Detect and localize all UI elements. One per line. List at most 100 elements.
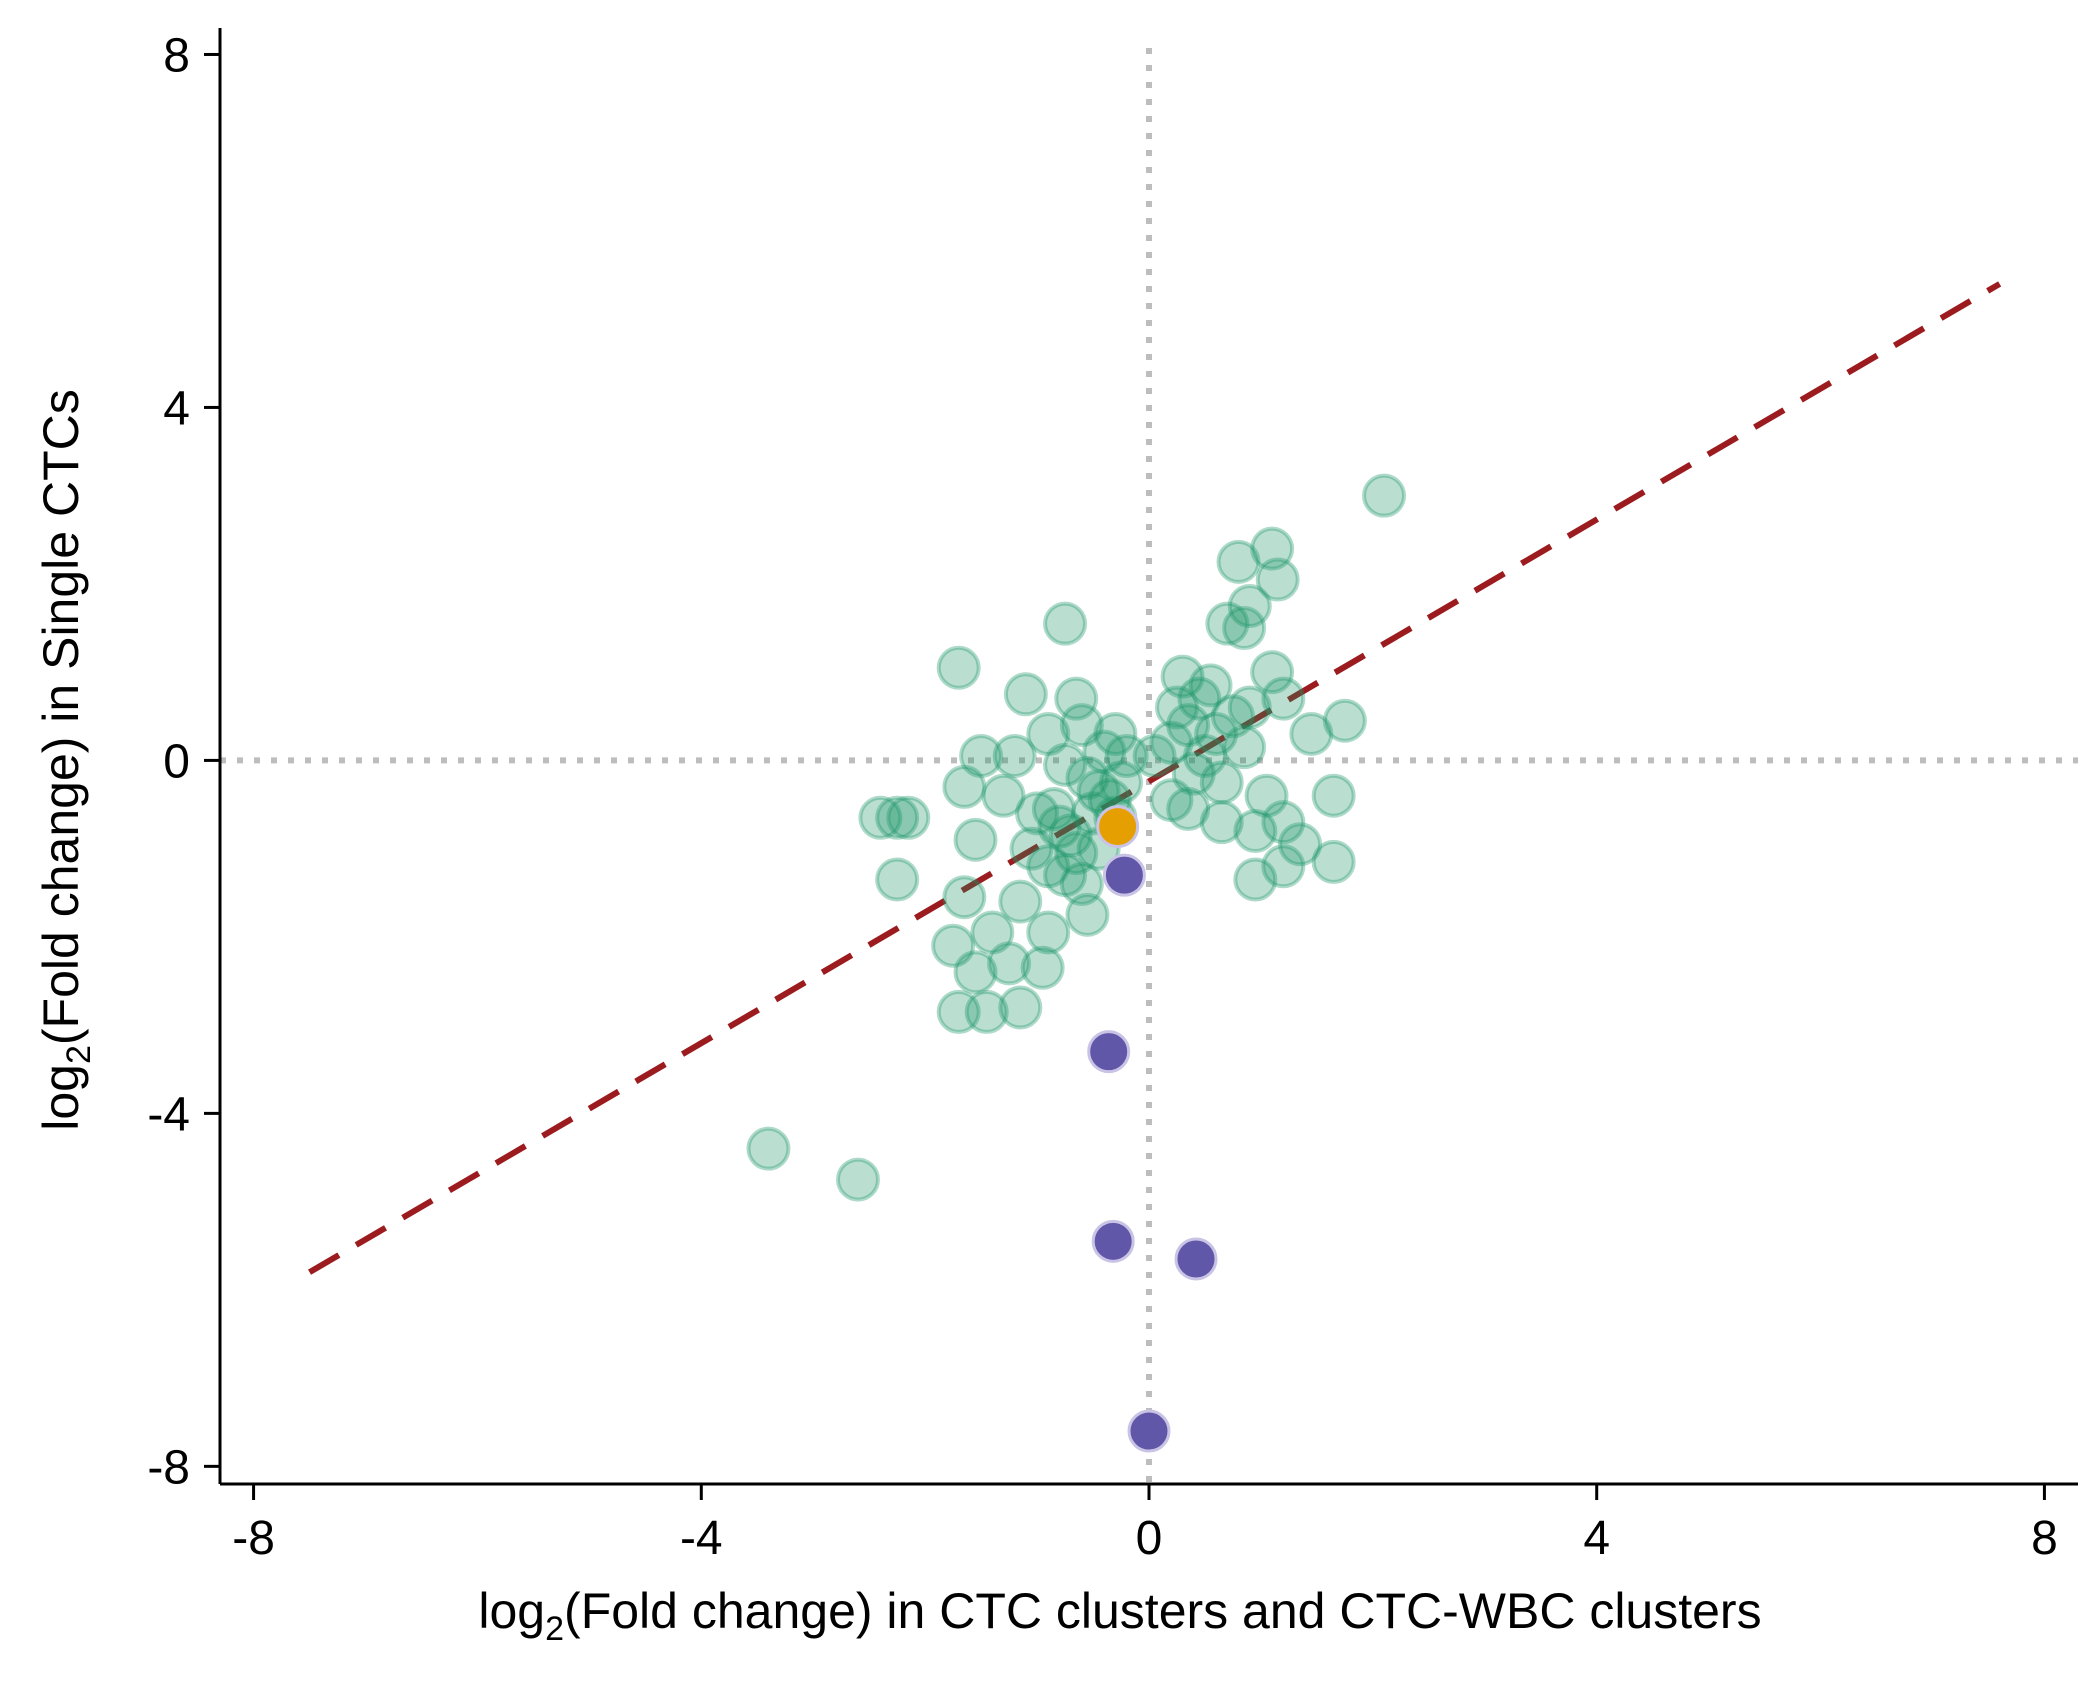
data-point-s0-76 <box>1154 685 1199 730</box>
data-point-s0-74 <box>1199 760 1244 805</box>
data-point-s0-40 <box>964 989 1009 1034</box>
data-point-s0-62 <box>1043 742 1088 787</box>
data-point-s0-12 <box>1250 650 1295 695</box>
data-point-s0-36 <box>987 941 1032 986</box>
data-point-s0-61 <box>1065 756 1110 801</box>
data-point-s0-53 <box>1166 786 1211 831</box>
data-point-s0-4 <box>1227 583 1272 628</box>
data-point-s0-49 <box>1311 839 1356 884</box>
reference-lines <box>220 48 2078 1484</box>
x-axis-title-prefix: log <box>478 1583 545 1639</box>
data-point-s0-31 <box>998 879 1043 924</box>
data-point-s0-16 <box>992 734 1037 778</box>
x-tick-label-3: 4 <box>1583 1512 1610 1565</box>
data-point-s0-6 <box>1205 601 1250 646</box>
data-point-s0-48 <box>1278 822 1323 867</box>
data-point-s0-65 <box>1149 720 1194 765</box>
data-point-s0-9 <box>1003 672 1048 717</box>
data-point-s0-30 <box>942 875 987 920</box>
data-point-s0-70 <box>1194 711 1239 756</box>
data-point-s0-80 <box>1037 804 1082 849</box>
data-point-s2-3 <box>1174 1237 1218 1281</box>
data-point-s0-47 <box>1261 800 1306 845</box>
data-point-s0-44 <box>1311 773 1356 818</box>
data-point-s0-3 <box>1216 539 1261 584</box>
data-point-s0-17 <box>1026 711 1071 756</box>
data-point-s0-14 <box>1289 711 1334 756</box>
data-point-s0-28 <box>1043 853 1088 898</box>
data-point-s0-42 <box>746 1126 791 1171</box>
data-point-s0-27 <box>1009 826 1054 871</box>
data-point-s0-58 <box>1059 861 1104 906</box>
data-point-s0-25 <box>886 795 931 840</box>
y-tick-label-4: 8 <box>163 29 190 82</box>
data-point-s0-84 <box>1104 734 1149 778</box>
x-tick-label-0: -8 <box>232 1512 275 1565</box>
data-point-s0-1 <box>1250 526 1295 571</box>
y-tick-label-1: -4 <box>147 1088 190 1141</box>
data-point-s0-23 <box>858 795 903 840</box>
data-point-s0-5 <box>1222 606 1267 651</box>
data-point-s0-7 <box>1043 601 1088 646</box>
data-point-s0-39 <box>936 989 981 1034</box>
trend-line-group <box>308 281 2002 1275</box>
data-point-s0-77 <box>1182 734 1227 778</box>
data-point-s0-50 <box>1233 857 1278 902</box>
data-point-s2-4 <box>1127 1409 1171 1453</box>
data-point-s0-21 <box>942 764 987 809</box>
y-tick-label-2: 0 <box>163 735 190 788</box>
data-point-s0-56 <box>1048 813 1093 858</box>
data-point-s0-66 <box>1166 703 1211 748</box>
data-point-s0-51 <box>1261 844 1306 889</box>
y-axis-title-prefix: log <box>33 1064 89 1131</box>
x-axis-title-rest: (Fold change) in CTC clusters and CTC-WB… <box>564 1583 1762 1639</box>
data-point-s0-11 <box>1261 676 1306 721</box>
data-point-s2-0 <box>1102 853 1146 897</box>
trend-line <box>308 281 2002 1275</box>
data-point-s0-72 <box>1222 725 1267 770</box>
data-point-s0-54 <box>1149 778 1194 823</box>
y-axis-title: log2(Fold change) in Single CTCs <box>33 389 98 1131</box>
data-point-s0-32 <box>1026 910 1071 955</box>
x-axis-title-subscript: 2 <box>545 1610 564 1648</box>
data-point-s0-41 <box>998 985 1043 1030</box>
data-point-s0-37 <box>1020 945 1065 990</box>
data-point-s0-20 <box>1082 729 1127 774</box>
data-point-s0-24 <box>875 795 920 840</box>
data-point-s0-15 <box>959 734 1004 778</box>
x-tick-label-2: 0 <box>1136 1512 1163 1565</box>
data-point-s0-68 <box>1188 663 1233 708</box>
data-point-s0-34 <box>931 923 976 968</box>
y-axis-title-rest: (Fold change) in Single CTCs <box>33 389 89 1045</box>
data-point-s0-64 <box>1132 734 1177 778</box>
x-axis-title: log2(Fold change) in CTC clusters and CT… <box>478 1583 1761 1648</box>
data-point-s0-33 <box>1065 892 1110 937</box>
data-points <box>746 473 1407 1453</box>
data-point-s0-75 <box>1227 685 1272 730</box>
data-point-s0-82 <box>1054 831 1099 876</box>
data-point-s0-18 <box>1059 703 1104 748</box>
data-point-s0-63 <box>1099 760 1144 805</box>
y-tick-label-3: 4 <box>163 382 190 435</box>
data-point-s0-26 <box>953 817 998 862</box>
data-point-s0-55 <box>1031 786 1076 831</box>
data-point-s0-43 <box>835 1157 880 1202</box>
data-point-s0-35 <box>970 910 1015 955</box>
data-point-s0-10 <box>1054 676 1099 721</box>
data-point-s0-52 <box>1199 800 1244 845</box>
data-point-s2-2 <box>1091 1219 1135 1263</box>
data-point-s0-38 <box>953 950 998 995</box>
data-point-s0-59 <box>1026 844 1071 889</box>
data-point-s0-73 <box>1171 751 1216 796</box>
data-point-s0-83 <box>1076 769 1121 814</box>
x-tick-label-1: -4 <box>680 1512 723 1565</box>
data-point-s0-8 <box>936 645 981 690</box>
data-point-s0-0 <box>1362 473 1407 518</box>
data-point-s0-13 <box>1322 698 1367 743</box>
y-tick-label-0: -8 <box>147 1441 190 1494</box>
data-point-s0-71 <box>1210 694 1255 739</box>
data-point-s0-29 <box>875 857 920 902</box>
axis-ticks: -8 -4 0 4 8 -8 -4 0 4 8 <box>147 29 2057 1565</box>
data-point-s0-46 <box>1233 809 1278 854</box>
